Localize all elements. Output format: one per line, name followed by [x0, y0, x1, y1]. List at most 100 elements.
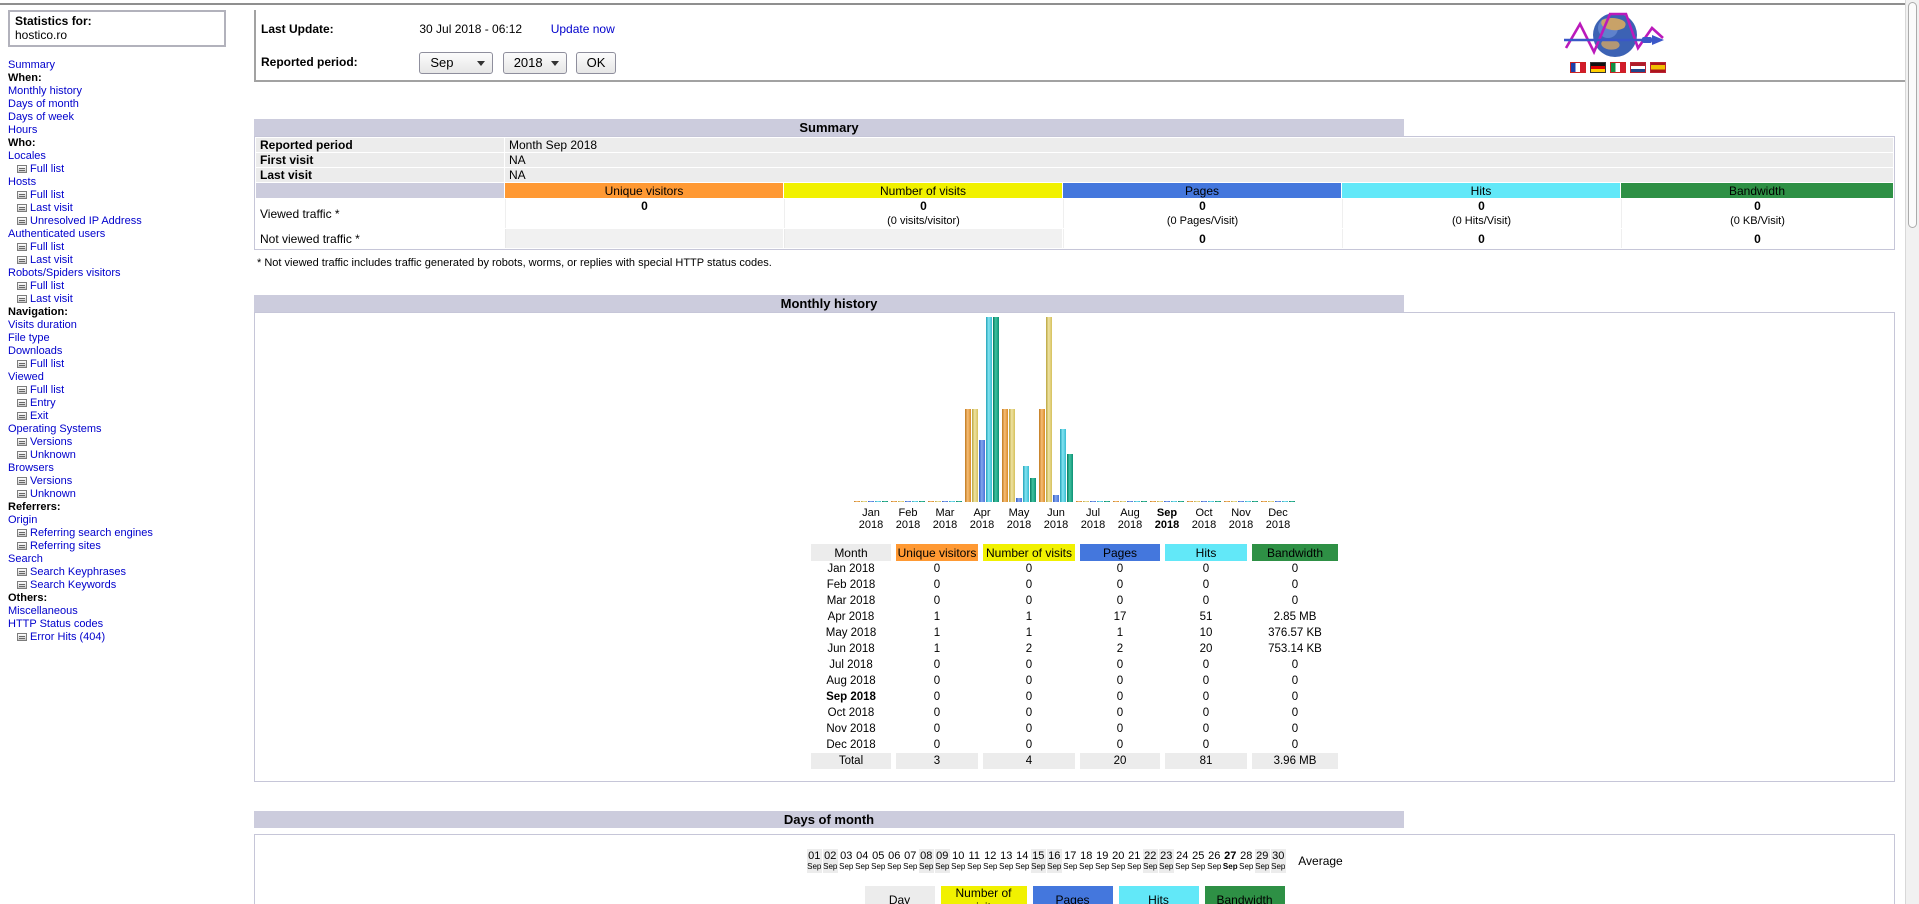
list-bullet-icon — [17, 581, 27, 589]
sidebar-link-last-visit[interactable]: Last visit — [30, 202, 73, 214]
sidebar-link-exit[interactable]: Exit — [30, 410, 49, 422]
sidebar-link-locales[interactable]: Locales — [8, 150, 46, 162]
scrollbar-thumb[interactable] — [1908, 2, 1917, 228]
sidebar-link-monthly-history[interactable]: Monthly history — [8, 85, 82, 97]
not-applicable-cell — [505, 229, 783, 248]
monthly-table-cell: 0 — [1291, 659, 1299, 671]
sidebar-link-versions[interactable]: Versions — [30, 475, 73, 487]
chart-month-group — [1075, 317, 1112, 502]
sidebar-link-file-type[interactable]: File type — [8, 332, 50, 344]
flag-germany-icon[interactable] — [1590, 62, 1606, 73]
sidebar-item: Last visit — [8, 293, 254, 305]
sidebar-link-referring-sites[interactable]: Referring sites — [30, 540, 101, 552]
main-content: Last Update: 30 Jul 2018 - 06:12 Update … — [254, 10, 1905, 904]
monthly-table-row: Apr 2018 1 1 17 51 2.85 MB — [811, 609, 1338, 625]
sidebar-link-unknown[interactable]: Unknown — [30, 449, 76, 461]
ok-button[interactable]: OK — [576, 52, 617, 74]
flag-france-icon[interactable] — [1570, 62, 1586, 73]
monthly-table-cell: 0 — [1202, 707, 1210, 719]
list-bullet-icon — [17, 165, 27, 173]
list-bullet-icon — [17, 633, 27, 641]
sidebar-link-full-list[interactable]: Full list — [30, 163, 65, 175]
monthly-table-cell: Jul 2018 — [829, 659, 873, 671]
sidebar-section-header: Who: — [8, 137, 36, 149]
sidebar-link-full-list[interactable]: Full list — [30, 241, 65, 253]
summary-info-row: Last visit NA — [256, 168, 1893, 182]
chart-bar-uv — [1224, 501, 1230, 502]
sidebar-link-robots-spiders-visitors[interactable]: Robots/Spiders visitors — [8, 267, 121, 279]
list-bullet-icon — [17, 542, 27, 550]
monthly-table-cell: 0 — [1025, 707, 1033, 719]
sidebar-link-referring-search-engines[interactable]: Referring search engines — [30, 527, 153, 539]
chart-month-group — [1001, 317, 1038, 502]
monthly-history-chart-labels: Jan 2018 Feb 2018 Mar 2018 Apr 2018 May 2018 Jun 20… — [853, 507, 1297, 531]
sidebar-link-error-hits-404-[interactable]: Error Hits (404) — [30, 631, 106, 643]
year-select[interactable]: 2018 — [502, 52, 567, 74]
update-now-link[interactable]: Update now — [550, 22, 615, 36]
monthly-table-cell: 0 — [1025, 579, 1033, 591]
sidebar-link-full-list[interactable]: Full list — [30, 189, 65, 201]
sidebar-link-hosts[interactable]: Hosts — [8, 176, 37, 188]
sidebar-menu: Summary When: Monthly history Days of month… — [8, 59, 254, 643]
summary-table: Reported period Month Sep 2018 First visit… — [255, 137, 1894, 249]
flag-spain-icon[interactable] — [1650, 62, 1666, 73]
sidebar-item: Search Keyphrases — [8, 566, 254, 578]
list-bullet-icon — [17, 243, 27, 251]
monthly-table-row: Sep 2018 0 0 0 0 0 — [811, 689, 1338, 705]
month-select[interactable]: Sep — [419, 52, 494, 74]
sidebar-link-origin[interactable]: Origin — [8, 514, 38, 526]
sidebar-link-summary[interactable]: Summary — [8, 59, 56, 71]
not-viewed-traffic-value: 0 — [1621, 229, 1893, 248]
sidebar-link-downloads[interactable]: Downloads — [8, 345, 63, 357]
monthly-table-cell: 1 — [933, 611, 941, 623]
day-cell: 04 Sep — [855, 850, 870, 871]
monthly-table-cell: 0 — [1116, 691, 1124, 703]
monthly-table-cell: 0 — [1025, 675, 1033, 687]
sidebar-link-browsers[interactable]: Browsers — [8, 462, 54, 474]
monthly-table-row: Jan 2018 0 0 0 0 0 — [811, 561, 1338, 577]
monthly-table-cell: 0 — [1025, 723, 1033, 735]
sidebar-link-versions[interactable]: Versions — [30, 436, 73, 448]
chart-bar-uv — [1039, 409, 1045, 502]
sidebar-link-search[interactable]: Search — [8, 553, 43, 565]
sidebar-link-hours[interactable]: Hours — [8, 124, 38, 136]
sidebar-link-full-list[interactable]: Full list — [30, 280, 65, 292]
sidebar-link-viewed[interactable]: Viewed — [8, 371, 44, 383]
sidebar-link-visits-duration[interactable]: Visits duration — [8, 319, 77, 331]
chart-bar-uv — [854, 501, 860, 502]
monthly-table-cell: Mar 2018 — [826, 595, 876, 607]
chart-month-group — [853, 317, 890, 502]
metric-header-pg: Pages — [1080, 544, 1160, 561]
chart-bar-hit — [912, 501, 918, 502]
chart-bar-vis — [861, 501, 867, 502]
sidebar-link-search-keywords[interactable]: Search Keywords — [30, 579, 117, 591]
day-column-header: Day — [864, 886, 935, 904]
sidebar-link-miscellaneous[interactable]: Miscellaneous — [8, 605, 78, 617]
flag-netherlands-icon[interactable] — [1630, 62, 1646, 73]
sidebar-link-search-keyphrases[interactable]: Search Keyphrases — [30, 566, 126, 578]
sidebar-link-unknown[interactable]: Unknown — [30, 488, 76, 500]
sidebar-link-full-list[interactable]: Full list — [30, 358, 65, 370]
sidebar-link-operating-systems[interactable]: Operating Systems — [8, 423, 102, 435]
viewed-traffic-label: Viewed traffic * — [256, 199, 504, 228]
sidebar-link-days-of-month[interactable]: Days of month — [8, 98, 79, 110]
monthly-total-cell: Total — [811, 753, 891, 769]
flag-italy-icon[interactable] — [1610, 62, 1626, 73]
sidebar-link-last-visit[interactable]: Last visit — [30, 254, 73, 266]
monthly-table-cell: 0 — [1025, 659, 1033, 671]
summary-table-box: Reported period Month Sep 2018 First visit… — [254, 136, 1895, 250]
sidebar-link-http-status-codes[interactable]: HTTP Status codes — [8, 618, 104, 630]
sidebar-link-full-list[interactable]: Full list — [30, 384, 65, 396]
sidebar-link-entry[interactable]: Entry — [30, 397, 56, 409]
sidebar-link-last-visit[interactable]: Last visit — [30, 293, 73, 305]
sidebar-link-unresolved-ip-address[interactable]: Unresolved IP Address — [30, 215, 142, 227]
chart-bar-pg — [1016, 498, 1022, 502]
chart-bar-bw — [1289, 501, 1295, 502]
sidebar-item: File type — [8, 332, 254, 344]
chart-bar-pg — [868, 501, 874, 502]
summary-footnote: * Not viewed traffic includes traffic ge… — [257, 257, 772, 269]
vertical-scrollbar[interactable] — [1905, 0, 1919, 904]
monthly-table-cell: 0 — [1291, 595, 1299, 607]
sidebar-link-authenticated-users[interactable]: Authenticated users — [8, 228, 106, 240]
sidebar-link-days-of-week[interactable]: Days of week — [8, 111, 75, 123]
